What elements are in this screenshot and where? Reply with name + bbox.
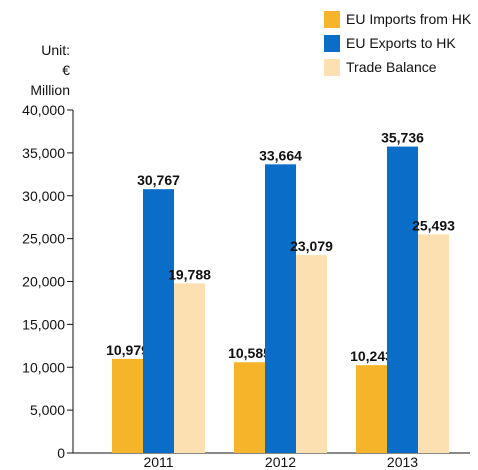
y-tick-label: 40,000 <box>22 102 65 118</box>
y-tick-label: 5,000 <box>30 402 65 418</box>
bar-value-label: 23,079 <box>290 238 333 254</box>
bar <box>356 365 387 453</box>
bar-value-label: 30,767 <box>137 172 180 188</box>
y-tick-label: 0 <box>57 445 65 461</box>
bar-value-label: 10,979 <box>106 342 149 358</box>
y-tick-label: 35,000 <box>22 145 65 161</box>
legend-swatch-balance <box>324 58 340 76</box>
legend-label-balance: Trade Balance <box>346 59 437 75</box>
bar <box>265 164 296 453</box>
bar-value-label: 19,788 <box>168 266 211 282</box>
y-tick-label: 20,000 <box>22 274 65 290</box>
y-tick-label: 30,000 <box>22 188 65 204</box>
unit-label-line-2: € Million <box>30 62 70 98</box>
bar-value-label: 10,243 <box>350 348 393 364</box>
bar <box>234 362 265 453</box>
y-tick-label: 15,000 <box>22 316 65 332</box>
legend-label-imports: EU Imports from HK <box>346 11 472 27</box>
x-tick-label: 2011 <box>143 454 173 470</box>
bar-value-label: 35,736 <box>381 130 424 146</box>
unit-label-line-1: Unit: <box>41 42 70 58</box>
bar <box>112 358 143 453</box>
legend-swatch-imports <box>324 10 340 28</box>
bar-value-label: 10,585 <box>228 345 271 361</box>
bar-value-label: 25,493 <box>412 217 455 233</box>
legend-item-balance: Trade Balance <box>324 55 471 79</box>
bar <box>418 234 449 453</box>
bar <box>143 189 174 453</box>
bar <box>296 255 327 453</box>
legend-item-imports: EU Imports from HK <box>324 7 471 31</box>
legend: EU Imports from HK EU Exports to HK Trad… <box>324 7 471 79</box>
bar <box>174 283 205 453</box>
x-tick-label: 2012 <box>265 454 296 470</box>
bar-value-label: 33,664 <box>259 147 302 163</box>
legend-label-exports: EU Exports to HK <box>346 35 456 51</box>
y-tick-label: 10,000 <box>22 359 65 375</box>
legend-item-exports: EU Exports to HK <box>324 31 471 55</box>
x-tick-label: 2013 <box>387 454 418 470</box>
y-tick-label: 25,000 <box>22 231 65 247</box>
bar <box>387 146 418 454</box>
legend-swatch-exports <box>324 34 340 52</box>
unit-label: Unit: € Million <box>20 40 70 100</box>
